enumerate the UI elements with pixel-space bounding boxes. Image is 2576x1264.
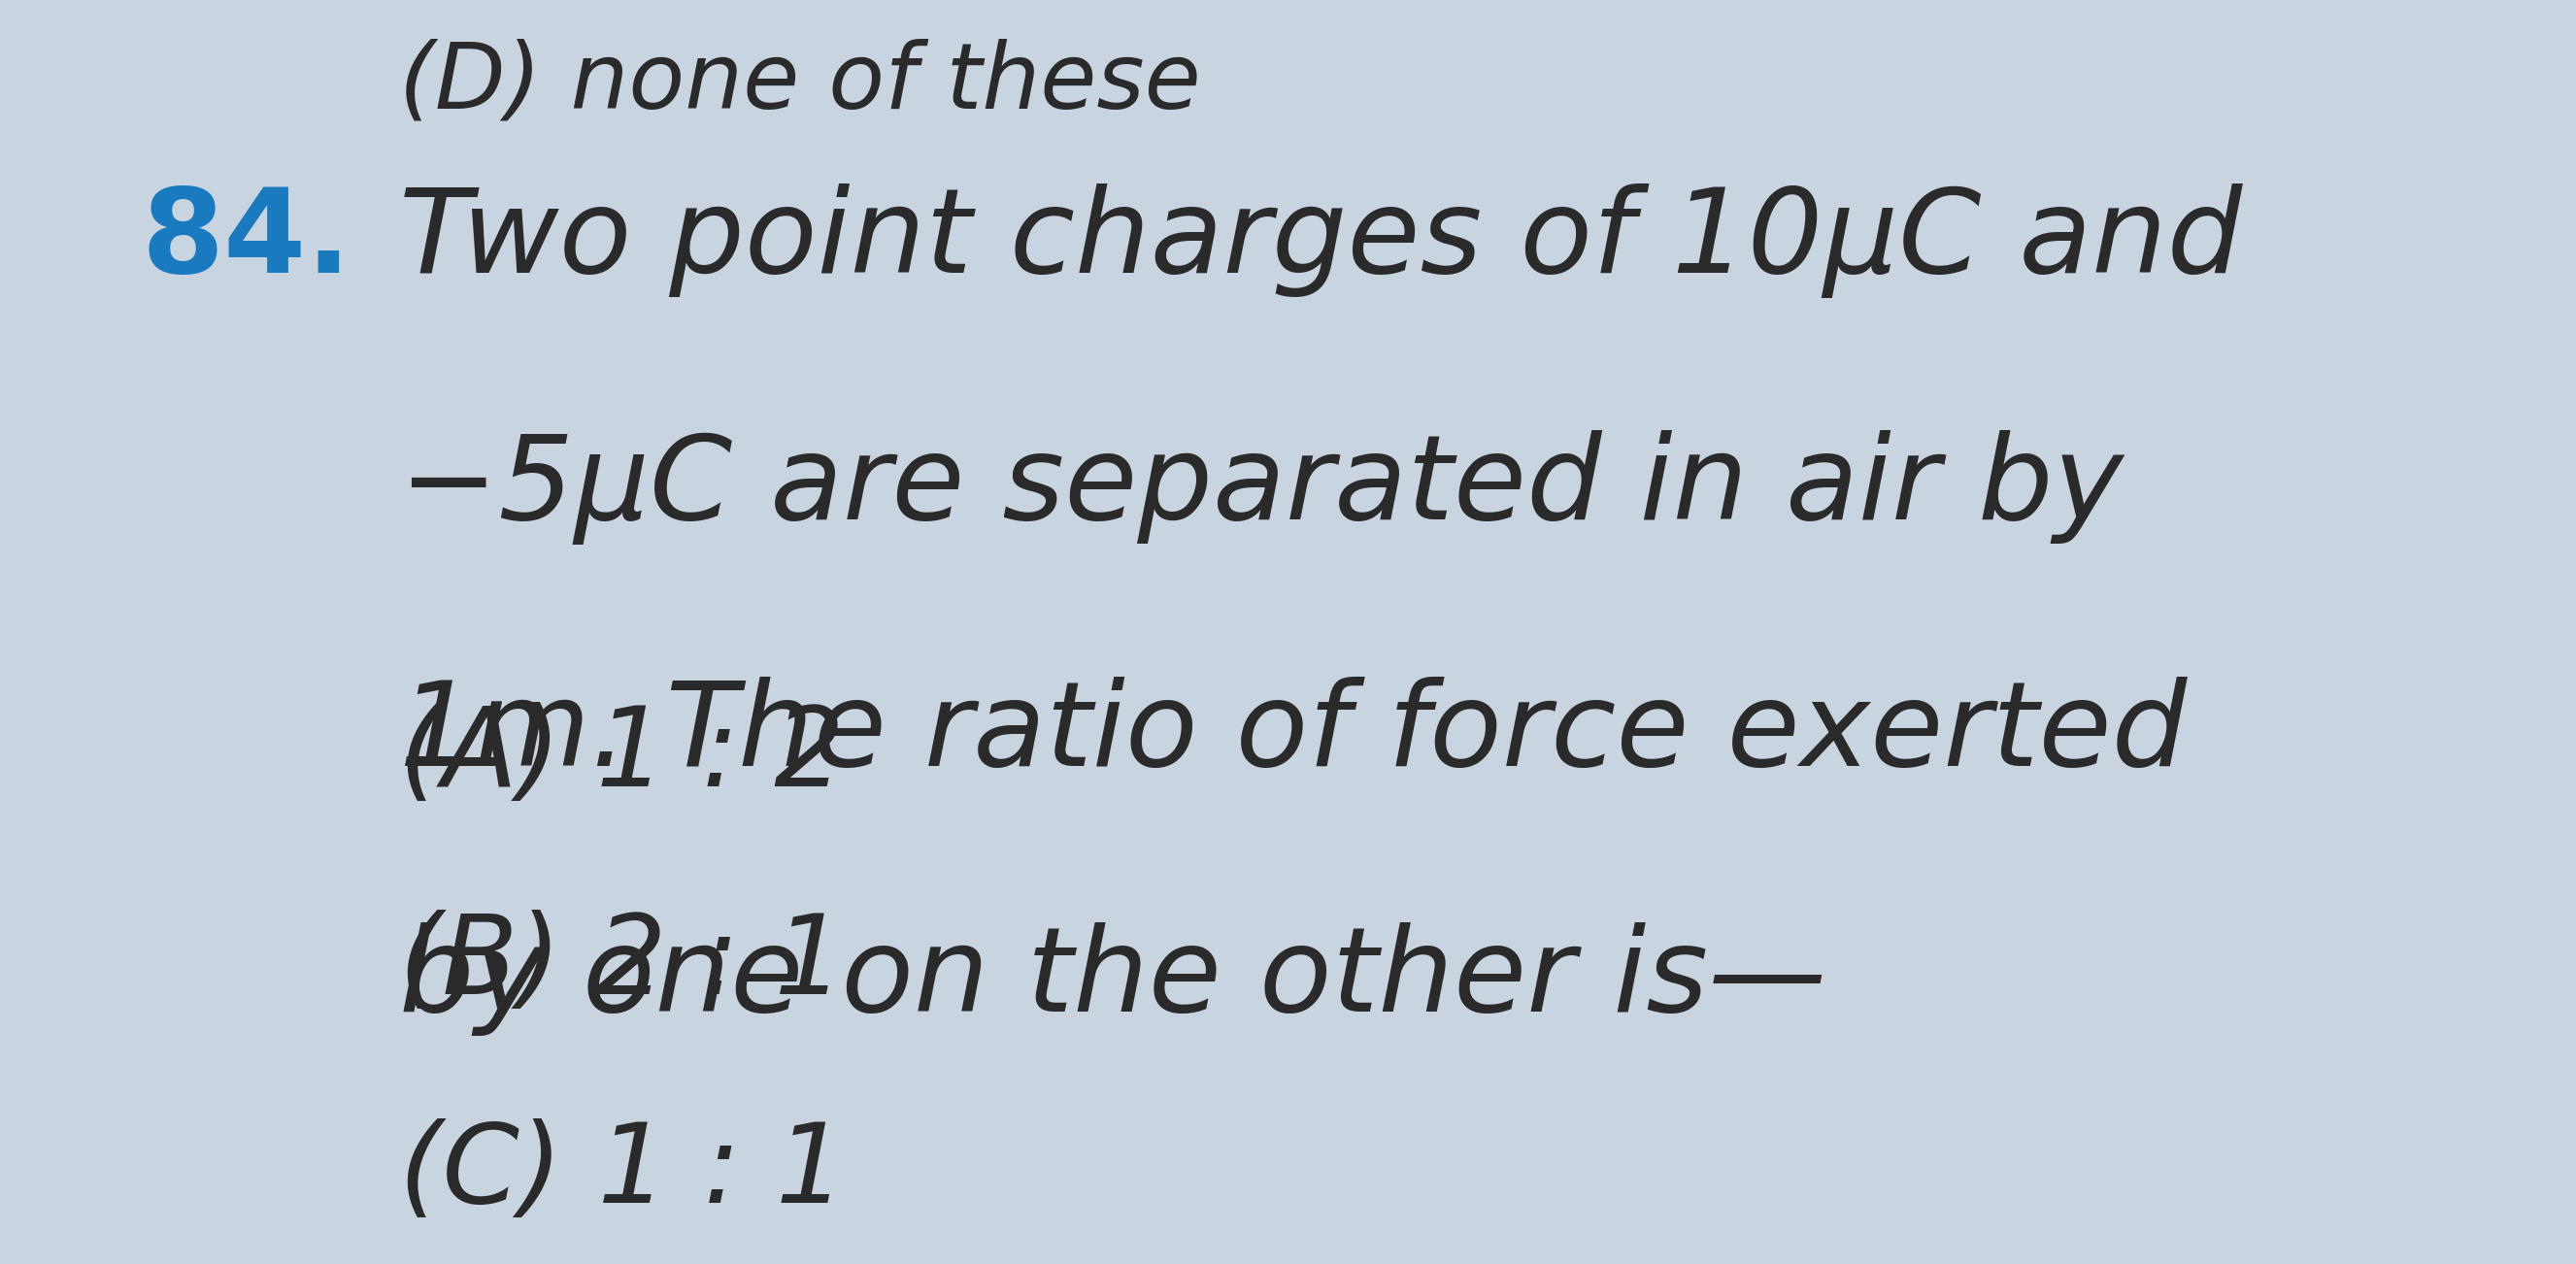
Text: by one on the other is—: by one on the other is— [399,923,1826,1036]
Text: 1m. The ratio of force exerted: 1m. The ratio of force exerted [399,676,2187,790]
Text: Two point charges of 10μC and: Two point charges of 10μC and [399,183,2244,298]
Text: −5μC are separated in air by: −5μC are separated in air by [399,430,2123,545]
Text: (A) 1 : 2: (A) 1 : 2 [399,702,845,809]
Text: (C) 1 : 1: (C) 1 : 1 [399,1119,848,1226]
Text: 84.: 84. [142,183,353,297]
Text: (B) 2 : 1: (B) 2 : 1 [399,910,845,1018]
Text: (D) none of these: (D) none of these [399,38,1200,126]
